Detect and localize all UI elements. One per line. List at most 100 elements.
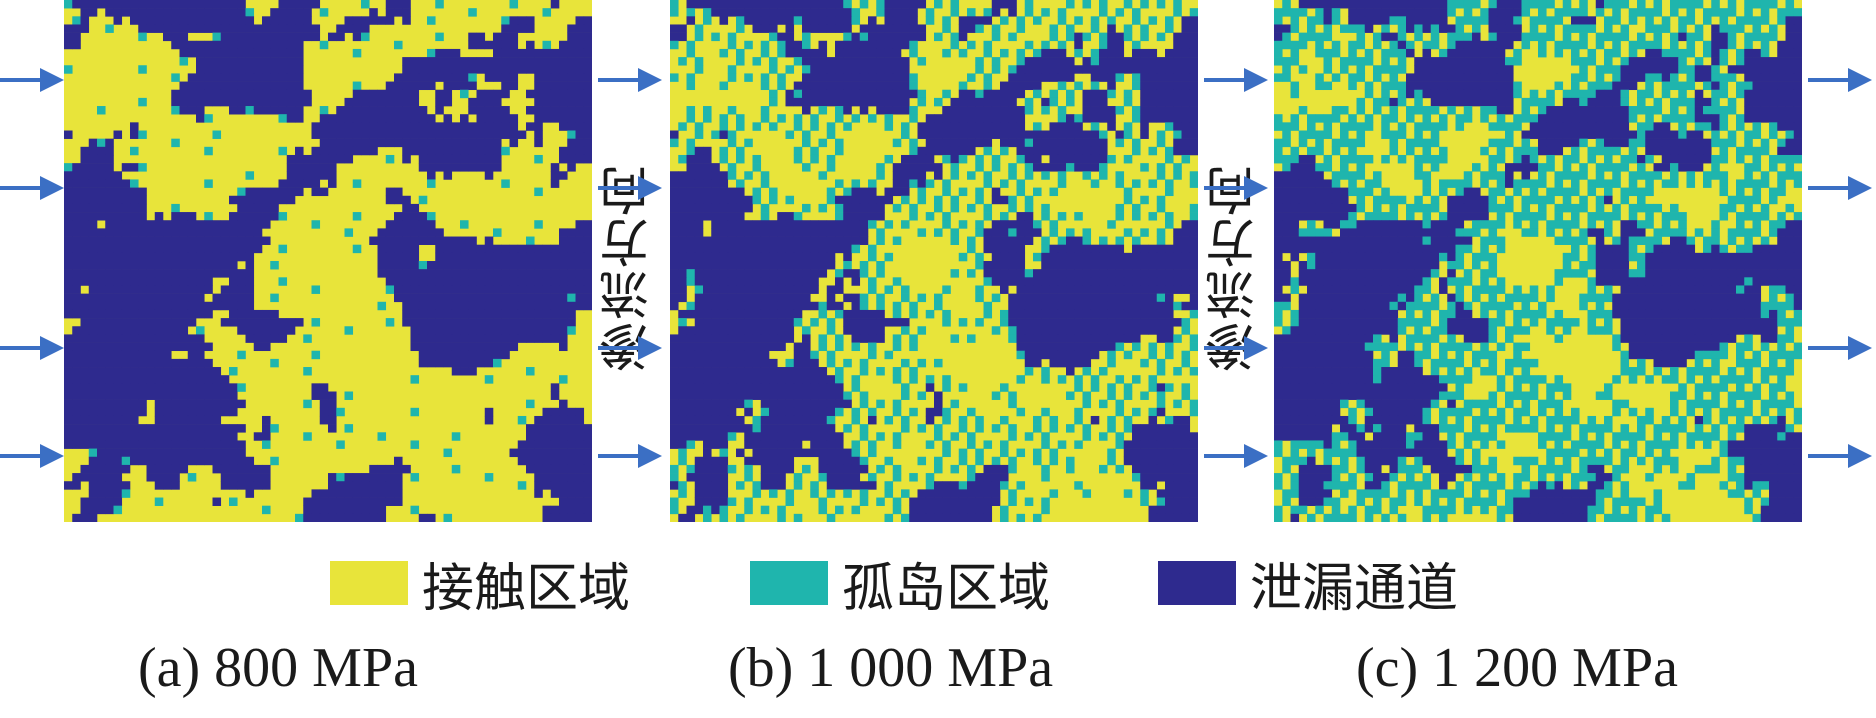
leakage-cell	[64, 228, 73, 237]
island-cell	[171, 106, 180, 115]
leakage-cell	[559, 513, 568, 522]
leakage-cell	[484, 57, 494, 66]
leakage-cell	[567, 318, 576, 327]
island-cell	[925, 8, 935, 17]
leakage-cell	[509, 122, 519, 131]
island-cell	[517, 481, 527, 490]
leakage-cell	[451, 350, 461, 360]
leakage-cell	[146, 383, 156, 392]
island-cell	[909, 179, 918, 188]
leakage-cell	[220, 48, 230, 58]
leakage-cell	[760, 301, 770, 311]
island-cell	[1488, 0, 1498, 9]
leakage-cell	[575, 301, 585, 311]
leakage-cell	[703, 391, 712, 400]
leakage-cell	[901, 65, 910, 74]
leakage-cell	[810, 57, 819, 66]
leakage-cell	[80, 334, 90, 343]
leakage-cell	[509, 342, 519, 352]
island-cell	[1447, 8, 1456, 17]
leakage-cell	[727, 212, 737, 221]
island-cell	[303, 334, 312, 343]
leakage-cell	[550, 269, 560, 278]
leakage-cell	[204, 81, 213, 91]
leakage-cell	[785, 415, 795, 425]
leakage-cell	[1016, 285, 1026, 294]
leakage-cell	[542, 473, 552, 482]
island-cell	[818, 309, 828, 319]
island-cell	[1033, 48, 1042, 58]
leakage-cell	[843, 399, 852, 409]
leakage-cell	[1099, 146, 1108, 156]
leakage-cell	[1173, 146, 1182, 156]
island-cell	[1090, 179, 1100, 188]
leakage-cell	[736, 367, 745, 376]
leakage-cell	[744, 293, 753, 303]
island-cell	[1620, 0, 1630, 9]
leakage-cell	[1156, 309, 1166, 319]
leakage-cell	[851, 236, 861, 245]
leakage-cell	[670, 424, 679, 433]
island-cell	[1123, 187, 1133, 197]
island-cell	[942, 154, 951, 164]
leakage-cell	[760, 415, 770, 425]
leakage-cell	[550, 481, 560, 490]
leakage-cell	[1140, 81, 1149, 91]
leakage-cell	[550, 464, 560, 474]
island-cell	[410, 407, 420, 417]
leakage-cell	[402, 73, 411, 82]
leakage-cell	[802, 407, 811, 417]
island-cell	[826, 163, 836, 172]
leakage-cell	[567, 122, 576, 131]
island-cell	[868, 342, 877, 352]
leakage-cell	[1156, 326, 1166, 335]
leakage-cell	[336, 497, 345, 506]
leakage-cell	[1274, 32, 1283, 42]
leakage-cell	[851, 65, 861, 74]
leakage-cell	[154, 252, 164, 262]
leakage-cell	[113, 334, 123, 343]
leakage-cell	[402, 293, 411, 303]
leakage-cell	[212, 269, 222, 278]
leakage-cell	[678, 350, 687, 360]
leakage-cell	[1024, 342, 1034, 352]
leakage-cell	[711, 432, 720, 441]
leakage-cell	[336, 130, 345, 139]
leakage-cell	[237, 481, 246, 490]
leakage-cell	[1082, 146, 1092, 156]
island-cell	[1554, 40, 1564, 50]
leakage-cell	[394, 130, 403, 139]
leakage-cell	[237, 97, 246, 107]
leakage-cell	[1140, 244, 1149, 254]
leakage-cell	[1793, 40, 1802, 50]
leakage-cell	[744, 375, 753, 384]
leakage-cell	[410, 106, 420, 115]
island-cell	[826, 187, 836, 197]
leakage-cell	[719, 285, 729, 294]
leakage-cell	[567, 89, 576, 99]
island-cell	[876, 432, 885, 441]
leakage-cell	[1041, 301, 1050, 311]
leakage-cell	[670, 228, 679, 237]
leakage-cell	[760, 309, 770, 319]
leakage-cell	[678, 440, 687, 449]
leakage-cell	[1156, 244, 1166, 254]
leakage-cell	[418, 220, 428, 229]
leakage-cell	[509, 16, 519, 25]
leakage-cell	[983, 16, 993, 25]
leakage-cell	[80, 497, 90, 506]
leakage-cell	[752, 285, 762, 294]
leakage-cell	[534, 261, 543, 270]
leakage-cell	[567, 301, 576, 311]
leakage-cell	[1189, 277, 1198, 286]
leakage-cell	[777, 16, 786, 25]
leakage-cell	[163, 261, 172, 270]
leakage-cell	[736, 252, 745, 262]
island-cell	[670, 464, 679, 474]
leakage-cell	[670, 130, 679, 139]
leakage-cell	[1099, 154, 1108, 164]
leakage-cell	[851, 334, 861, 343]
leakage-cell	[237, 326, 246, 335]
leakage-cell	[460, 114, 469, 123]
leakage-cell	[295, 187, 304, 197]
